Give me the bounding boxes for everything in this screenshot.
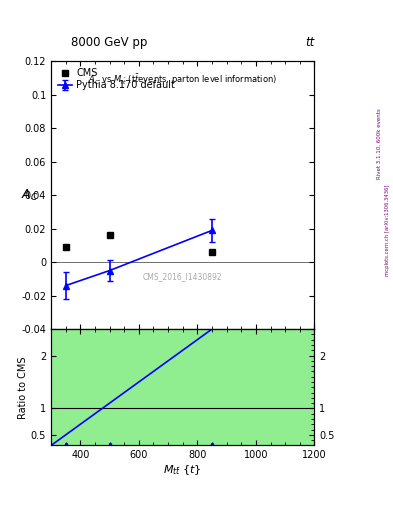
Line: CMS: CMS bbox=[63, 232, 215, 255]
Text: CMS_2016_I1430892: CMS_2016_I1430892 bbox=[143, 272, 222, 281]
Text: $A_C$ vs $M_{t\bar{t}}$ (t$\bar{t}$events, parton level information): $A_C$ vs $M_{t\bar{t}}$ (t$\bar{t}$event… bbox=[88, 72, 277, 87]
Text: Rivet 3.1.10, 600k events: Rivet 3.1.10, 600k events bbox=[377, 108, 382, 179]
CMS bbox=[107, 232, 112, 239]
Legend: CMS, Pythia 8.170 default: CMS, Pythia 8.170 default bbox=[56, 66, 177, 92]
X-axis label: $M_{t\bar{t}}$ $\{t\}$: $M_{t\bar{t}}$ $\{t\}$ bbox=[163, 463, 202, 477]
Y-axis label: $A_C$: $A_C$ bbox=[21, 188, 39, 203]
Text: mcplots.cern.ch [arXiv:1306.3436]: mcplots.cern.ch [arXiv:1306.3436] bbox=[385, 185, 389, 276]
Text: 8000 GeV pp: 8000 GeV pp bbox=[71, 36, 147, 49]
CMS bbox=[63, 244, 68, 250]
Text: tt: tt bbox=[305, 36, 314, 49]
CMS bbox=[209, 249, 214, 255]
Y-axis label: Ratio to CMS: Ratio to CMS bbox=[18, 356, 28, 418]
